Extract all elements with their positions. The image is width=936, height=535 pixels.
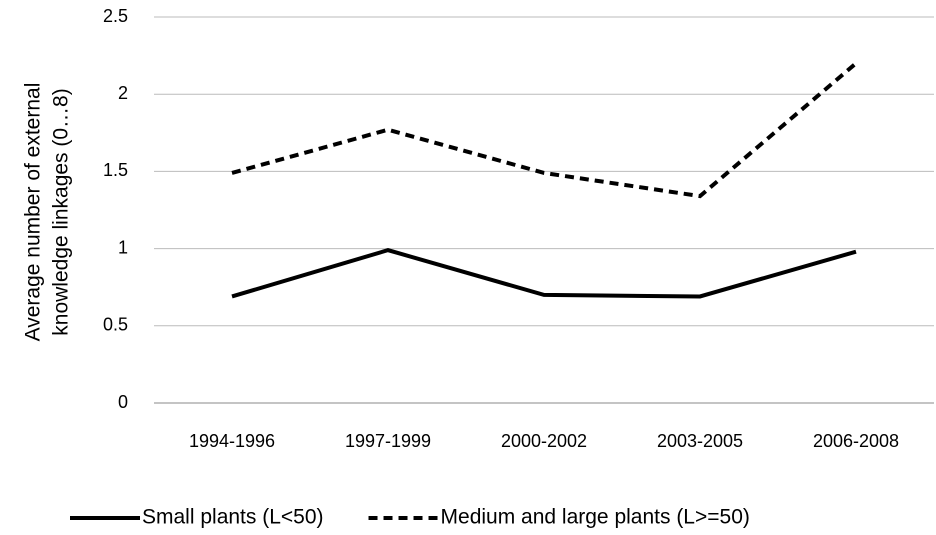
x-tick-label: 1994-1996 [189,431,275,451]
y-axis-label: Average number of external [22,83,45,342]
y-tick-label: 2 [118,83,128,103]
series-line [231,248,857,299]
series-line [231,61,858,199]
x-tick-label: 2000-2002 [501,431,587,451]
legend-label: Medium and large plants (L>=50) [441,506,750,529]
x-tick-label: 1997-1999 [345,431,431,451]
x-tick-label: 2003-2005 [657,431,743,451]
y-tick-label: 0.5 [103,315,128,335]
legend-label: Small plants (L<50) [142,506,324,529]
y-tick-label: 1 [118,237,128,257]
y-tick-label: 2.5 [103,6,128,26]
y-axis-label: knowledge linkages (0…8) [50,88,73,335]
y-tick-label: 0 [118,392,128,412]
x-tick-label: 2006-2008 [813,431,899,451]
y-tick-label: 1.5 [103,160,128,180]
